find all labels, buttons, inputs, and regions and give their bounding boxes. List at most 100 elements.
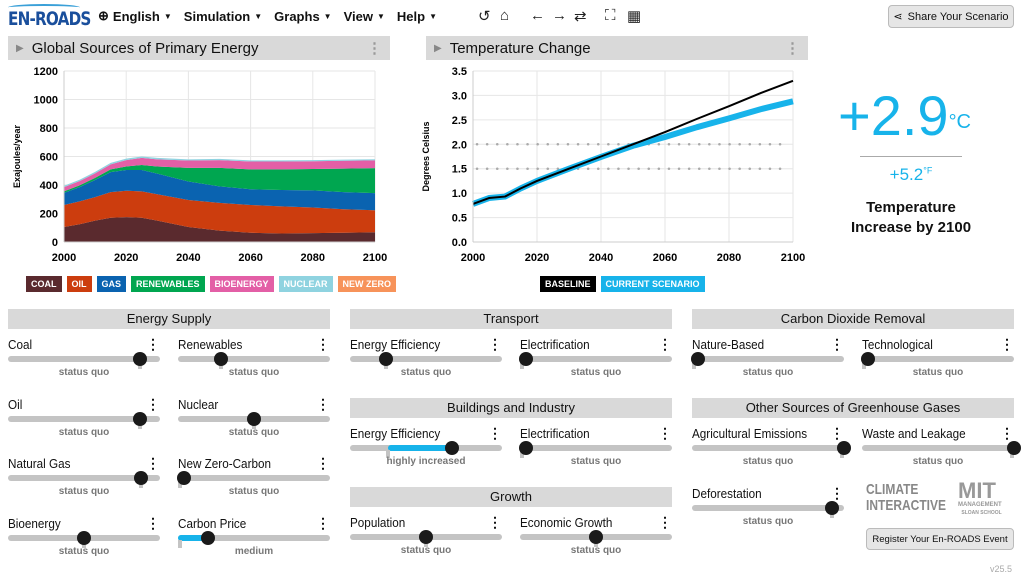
slider-track[interactable]: [519, 352, 672, 369]
back-icon[interactable]: ←: [530, 7, 545, 24]
slider-thumb[interactable]: [861, 352, 875, 366]
legend-current-scenario[interactable]: CURRENT SCENARIO: [600, 276, 705, 292]
legend-bioenergy[interactable]: BIOENERGY: [209, 276, 274, 292]
slider-label: Population: [350, 515, 406, 530]
slider-thumb[interactable]: [201, 530, 216, 545]
slider-thumb[interactable]: [837, 441, 851, 455]
slider-track[interactable]: [178, 411, 330, 429]
slider-track[interactable]: [350, 530, 502, 547]
slider-thumb[interactable]: [824, 500, 839, 515]
more-options-icon[interactable]: ⋮: [785, 40, 800, 57]
slider-thumb[interactable]: [519, 441, 533, 455]
slider-track[interactable]: [692, 441, 851, 458]
area-gas: [64, 170, 375, 211]
more-options-icon[interactable]: ⋮: [658, 514, 672, 530]
slider-track[interactable]: [8, 411, 160, 429]
slider-thumb[interactable]: [444, 441, 459, 455]
more-options-icon[interactable]: ⋮: [830, 336, 844, 352]
slider-track[interactable]: [178, 352, 330, 369]
more-options-icon[interactable]: ⋮: [488, 514, 502, 530]
more-options-icon[interactable]: ⋮: [146, 455, 160, 471]
register-event-button[interactable]: Register Your En-ROADS Event: [866, 528, 1014, 550]
temperature-graph-header[interactable]: ▶ Temperature Change ⋮: [426, 36, 808, 60]
status-quo-marker: [178, 539, 182, 548]
graphs-menu[interactable]: Graphs ▼: [274, 9, 331, 24]
grid-icon[interactable]: ▦: [627, 8, 642, 25]
legend-renewables[interactable]: RENEWABLES: [131, 276, 205, 292]
more-options-icon[interactable]: ⋮: [658, 425, 672, 441]
slider-status: medium: [234, 545, 274, 557]
more-options-icon[interactable]: ⋮: [316, 514, 330, 531]
swap-icon[interactable]: ⇄: [574, 8, 587, 25]
slider-fill: [178, 534, 209, 541]
slider-thumb[interactable]: [691, 352, 705, 366]
y-tick-label: 800: [40, 123, 58, 135]
help-menu[interactable]: Help ▼: [397, 9, 437, 24]
slider-track[interactable]: [350, 352, 502, 369]
fullscreen-icon[interactable]: ⛶: [605, 7, 616, 24]
slider-track[interactable]: [8, 352, 160, 369]
slider-track[interactable]: [177, 471, 330, 488]
slider-track[interactable]: [8, 471, 160, 488]
slider-thumb[interactable]: [419, 530, 433, 544]
more-options-icon[interactable]: ⋮: [830, 425, 844, 441]
slider-track[interactable]: [519, 441, 672, 458]
more-options-icon[interactable]: ⋮: [1000, 425, 1014, 441]
slider-track[interactable]: [520, 530, 672, 547]
expand-triangle-icon[interactable]: ▶: [16, 42, 24, 54]
slider-track[interactable]: [692, 500, 844, 518]
slider-thumb[interactable]: [177, 471, 191, 485]
more-options-icon[interactable]: ⋮: [146, 336, 160, 352]
slider-track[interactable]: [862, 441, 1021, 458]
home-icon[interactable]: ⌂: [500, 7, 510, 24]
legend-baseline[interactable]: BASELINE: [540, 276, 596, 292]
slider-track[interactable]: [178, 530, 330, 548]
more-options-icon[interactable]: ⋮: [367, 40, 382, 57]
forward-icon[interactable]: →: [552, 7, 567, 24]
en-roads-logo[interactable]: EN-ROADS: [8, 4, 91, 30]
version-label: v25.5: [990, 564, 1013, 574]
view-menu[interactable]: View ▼: [344, 9, 385, 24]
more-options-icon[interactable]: ⋮: [316, 395, 330, 412]
slider-thumb[interactable]: [379, 352, 394, 366]
more-options-icon[interactable]: ⋮: [830, 484, 844, 501]
expand-triangle-icon[interactable]: ▶: [434, 42, 442, 54]
slider-track[interactable]: [861, 352, 1014, 369]
legend-gas[interactable]: GAS: [96, 276, 127, 292]
slider-thumb[interactable]: [134, 471, 148, 485]
slider-track[interactable]: [8, 530, 160, 548]
legend-nuclear[interactable]: NUCLEAR: [278, 276, 333, 292]
more-options-icon[interactable]: ⋮: [488, 336, 502, 352]
x-tick-label: 2000: [52, 252, 76, 264]
legend-new-zero[interactable]: NEW ZERO: [337, 276, 397, 292]
language-menu[interactable]: ⊕ English ▼: [98, 8, 172, 24]
slider-thumb[interactable]: [1007, 441, 1021, 455]
slider-thumb[interactable]: [213, 352, 228, 366]
climate-interactive-logo: CLIMATE INTERACTIVE: [866, 482, 946, 514]
slider-label: Waste and Leakage: [862, 426, 966, 441]
slider-thumb[interactable]: [589, 530, 603, 544]
legend-oil[interactable]: OIL: [66, 276, 92, 292]
more-options-icon[interactable]: ⋮: [146, 514, 160, 531]
more-options-icon[interactable]: ⋮: [146, 395, 160, 412]
share-icon: ⋖: [893, 11, 903, 23]
slider-track[interactable]: [691, 352, 844, 369]
simulation-menu[interactable]: Simulation ▼: [184, 9, 262, 24]
more-options-icon[interactable]: ⋮: [316, 336, 330, 352]
more-options-icon[interactable]: ⋮: [1000, 336, 1014, 352]
more-options-icon[interactable]: ⋮: [488, 425, 502, 441]
slider-thumb[interactable]: [519, 352, 533, 366]
more-options-icon[interactable]: ⋮: [658, 336, 672, 352]
slider-label: Oil: [8, 396, 23, 412]
slider-thumb[interactable]: [77, 530, 91, 545]
energy-graph-header[interactable]: ▶ Global Sources of Primary Energy ⋮: [8, 36, 390, 60]
slider-thumb[interactable]: [133, 411, 148, 426]
legend-coal[interactable]: COAL: [26, 276, 62, 292]
more-options-icon[interactable]: ⋮: [316, 455, 330, 471]
undo-icon[interactable]: ↺: [478, 8, 491, 25]
slider-track[interactable]: [350, 441, 502, 458]
slider-thumb[interactable]: [247, 411, 261, 426]
slider-label: Bioenergy: [8, 515, 61, 531]
slider-thumb[interactable]: [133, 352, 148, 366]
share-scenario-button[interactable]: ⋖ Share Your Scenario: [888, 5, 1014, 28]
